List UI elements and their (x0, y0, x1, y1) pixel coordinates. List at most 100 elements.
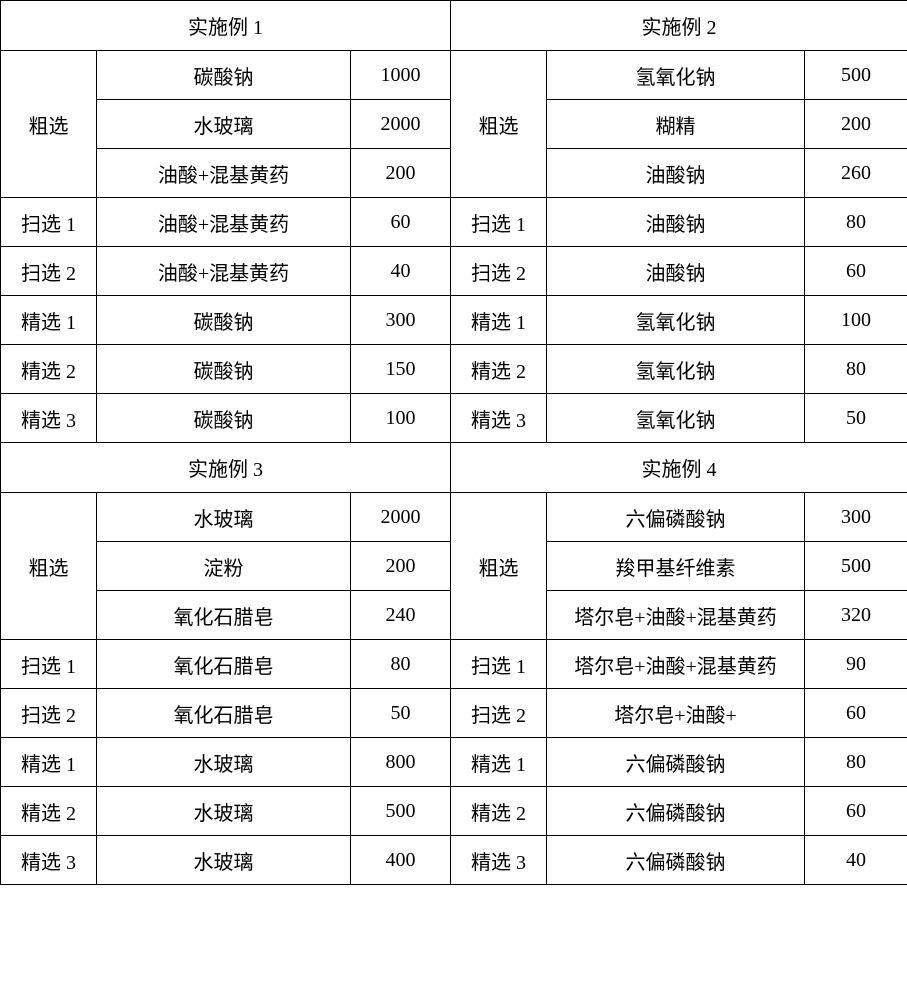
stage-cell: 精选 3 (1, 836, 97, 885)
value-cell: 2000 (351, 100, 451, 149)
reagent-cell: 氧化石腊皂 (97, 591, 351, 640)
table-row: 精选 1碳酸钠300精选 1氢氧化钠100 (1, 296, 907, 345)
value-cell: 40 (805, 836, 907, 885)
reagent-cell: 氢氧化钠 (547, 394, 805, 443)
table-row: 粗选水玻璃2000粗选六偏磷酸钠300 (1, 493, 907, 542)
reagent-cell: 糊精 (547, 100, 805, 149)
value-cell: 320 (805, 591, 907, 640)
value-cell: 80 (805, 738, 907, 787)
section-header-row: 实施例 1实施例 2 (1, 1, 907, 51)
stage-cell: 粗选 (1, 51, 97, 198)
stage-cell: 精选 1 (1, 296, 97, 345)
table-row: 扫选 2油酸+混基黄药40扫选 2油酸钠60 (1, 247, 907, 296)
value-cell: 80 (805, 198, 907, 247)
value-cell: 200 (351, 149, 451, 198)
stage-cell: 精选 3 (1, 394, 97, 443)
value-cell: 60 (805, 247, 907, 296)
reagent-cell: 碳酸钠 (97, 51, 351, 100)
value-cell: 50 (805, 394, 907, 443)
stage-cell: 精选 2 (1, 787, 97, 836)
table-row: 精选 2水玻璃500精选 2六偏磷酸钠60 (1, 787, 907, 836)
reagent-cell: 淀粉 (97, 542, 351, 591)
reagent-cell: 碳酸钠 (97, 394, 351, 443)
reagent-cell: 塔尔皂+油酸+混基黄药 (547, 591, 805, 640)
stage-cell: 精选 2 (1, 345, 97, 394)
reagent-table: 实施例 1实施例 2粗选碳酸钠1000粗选氢氧化钠500水玻璃2000糊精200… (0, 0, 907, 885)
value-cell: 240 (351, 591, 451, 640)
value-cell: 60 (805, 689, 907, 738)
value-cell: 200 (351, 542, 451, 591)
reagent-cell: 氢氧化钠 (547, 345, 805, 394)
value-cell: 300 (805, 493, 907, 542)
stage-cell: 扫选 2 (1, 689, 97, 738)
value-cell: 400 (351, 836, 451, 885)
section-title-right: 实施例 2 (451, 1, 907, 51)
reagent-cell: 油酸钠 (547, 198, 805, 247)
section-title-right: 实施例 4 (451, 443, 907, 493)
table-row: 扫选 1油酸+混基黄药60扫选 1油酸钠80 (1, 198, 907, 247)
stage-cell: 精选 1 (1, 738, 97, 787)
reagent-cell: 六偏磷酸钠 (547, 836, 805, 885)
reagent-cell: 油酸+混基黄药 (97, 247, 351, 296)
reagent-cell: 六偏磷酸钠 (547, 493, 805, 542)
reagent-cell: 六偏磷酸钠 (547, 738, 805, 787)
reagent-cell: 水玻璃 (97, 100, 351, 149)
stage-cell: 扫选 2 (1, 247, 97, 296)
value-cell: 260 (805, 149, 907, 198)
value-cell: 100 (805, 296, 907, 345)
reagent-cell: 油酸钠 (547, 247, 805, 296)
value-cell: 200 (805, 100, 907, 149)
reagent-cell: 油酸钠 (547, 149, 805, 198)
value-cell: 90 (805, 640, 907, 689)
stage-cell: 精选 2 (451, 787, 547, 836)
value-cell: 80 (351, 640, 451, 689)
reagent-cell: 水玻璃 (97, 787, 351, 836)
stage-cell: 扫选 1 (1, 640, 97, 689)
stage-cell: 粗选 (451, 51, 547, 198)
table-row: 精选 2碳酸钠150精选 2氢氧化钠80 (1, 345, 907, 394)
stage-cell: 扫选 2 (451, 247, 547, 296)
stage-cell: 扫选 1 (451, 198, 547, 247)
value-cell: 150 (351, 345, 451, 394)
stage-cell: 精选 1 (451, 296, 547, 345)
value-cell: 80 (805, 345, 907, 394)
reagent-cell: 水玻璃 (97, 493, 351, 542)
table-row: 精选 3碳酸钠100精选 3氢氧化钠50 (1, 394, 907, 443)
value-cell: 500 (805, 542, 907, 591)
reagent-cell: 塔尔皂+油酸+ (547, 689, 805, 738)
table-row: 精选 1水玻璃800精选 1六偏磷酸钠80 (1, 738, 907, 787)
value-cell: 50 (351, 689, 451, 738)
reagent-cell: 油酸+混基黄药 (97, 149, 351, 198)
stage-cell: 精选 3 (451, 836, 547, 885)
reagent-cell: 氧化石腊皂 (97, 689, 351, 738)
value-cell: 500 (351, 787, 451, 836)
reagent-cell: 水玻璃 (97, 836, 351, 885)
table-row: 扫选 2氧化石腊皂50扫选 2塔尔皂+油酸+60 (1, 689, 907, 738)
reagent-cell: 碳酸钠 (97, 345, 351, 394)
reagent-cell: 羧甲基纤维素 (547, 542, 805, 591)
table-row: 精选 3水玻璃400精选 3六偏磷酸钠40 (1, 836, 907, 885)
value-cell: 60 (351, 198, 451, 247)
stage-cell: 粗选 (451, 493, 547, 640)
stage-cell: 精选 2 (451, 345, 547, 394)
section-header-row: 实施例 3实施例 4 (1, 443, 907, 493)
stage-cell: 扫选 2 (451, 689, 547, 738)
reagent-cell: 六偏磷酸钠 (547, 787, 805, 836)
table-row: 粗选碳酸钠1000粗选氢氧化钠500 (1, 51, 907, 100)
reagent-cell: 水玻璃 (97, 738, 351, 787)
value-cell: 40 (351, 247, 451, 296)
section-title-left: 实施例 1 (1, 1, 451, 51)
reagent-cell: 氧化石腊皂 (97, 640, 351, 689)
value-cell: 500 (805, 51, 907, 100)
value-cell: 1000 (351, 51, 451, 100)
reagent-cell: 油酸+混基黄药 (97, 198, 351, 247)
reagent-cell: 塔尔皂+油酸+混基黄药 (547, 640, 805, 689)
value-cell: 100 (351, 394, 451, 443)
value-cell: 2000 (351, 493, 451, 542)
value-cell: 300 (351, 296, 451, 345)
reagent-cell: 碳酸钠 (97, 296, 351, 345)
stage-cell: 扫选 1 (451, 640, 547, 689)
stage-cell: 粗选 (1, 493, 97, 640)
stage-cell: 扫选 1 (1, 198, 97, 247)
value-cell: 800 (351, 738, 451, 787)
